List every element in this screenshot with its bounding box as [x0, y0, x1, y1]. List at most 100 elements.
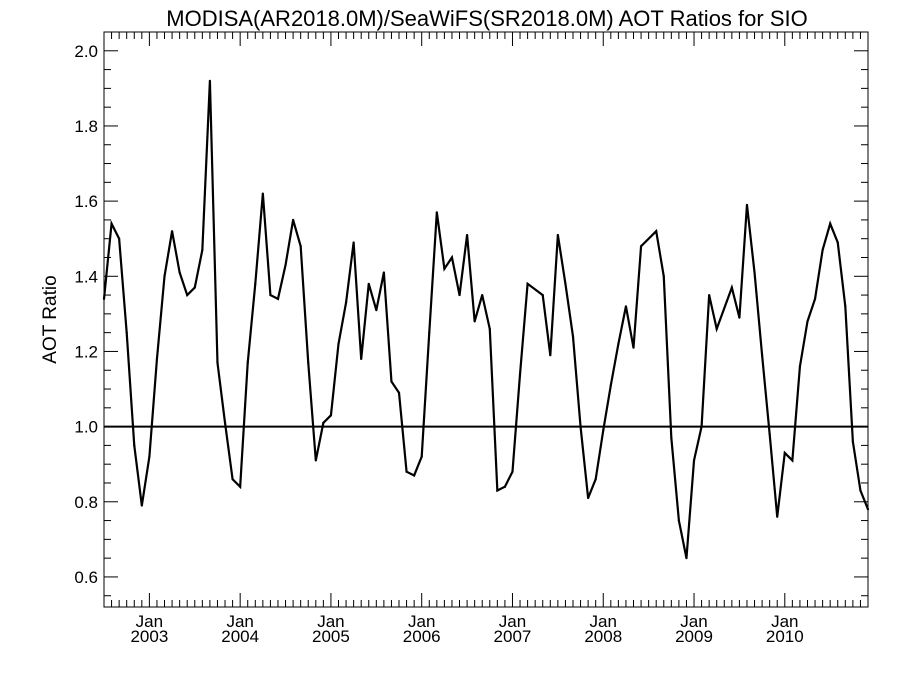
data-point [125, 331, 128, 334]
data-point [639, 245, 643, 248]
x-tick-month-label: Jan [136, 612, 163, 631]
data-point [587, 496, 590, 500]
data-point [450, 256, 454, 259]
y-tick-label: 1.4 [74, 267, 98, 286]
data-point [496, 489, 499, 492]
y-tick-label: 1.0 [74, 418, 98, 437]
x-tick-year-label: 2004 [221, 627, 259, 646]
data-point [208, 79, 212, 82]
y-tick-label: 2.0 [74, 42, 98, 61]
data-point [314, 459, 317, 462]
y-tick-label: 1.6 [74, 192, 98, 211]
chart-title: MODISA(AR2018.0M)/SeaWiFS(SR2018.0M) AOT… [166, 6, 807, 31]
data-point [329, 414, 333, 417]
data-point [110, 222, 113, 225]
data-point [163, 275, 166, 278]
data-point [178, 271, 181, 274]
data-point [261, 192, 264, 195]
data-point [337, 342, 340, 346]
x-tick-month-label: Jan [590, 612, 617, 631]
y-tick-label: 0.8 [74, 493, 98, 512]
data-point [299, 245, 302, 248]
data-point [745, 203, 749, 206]
data-point [844, 305, 847, 308]
series-layer [102, 79, 870, 560]
data-point [708, 293, 711, 297]
data-point [791, 459, 794, 462]
data-point [413, 474, 416, 477]
data-point [783, 451, 786, 455]
data-point [390, 380, 393, 383]
data-point [571, 335, 575, 338]
data-point [730, 286, 733, 289]
data-point [541, 293, 544, 297]
data-point [617, 342, 620, 346]
data-point [405, 470, 408, 473]
data-point [655, 230, 658, 233]
x-tick-year-label: 2005 [312, 627, 350, 646]
data-point [292, 218, 295, 222]
x-tick-year-label: 2010 [766, 627, 804, 646]
data-point [602, 429, 605, 432]
data-point [670, 436, 673, 439]
plot-frame [103, 31, 869, 608]
data-point [420, 455, 423, 458]
data-point [216, 361, 219, 364]
data-point [851, 440, 854, 443]
data-point [503, 485, 507, 488]
data-point [594, 478, 597, 481]
data-point [133, 444, 136, 447]
data-point [352, 241, 355, 244]
data-point [443, 267, 446, 270]
data-point [518, 372, 522, 376]
data-point [662, 275, 665, 278]
data-point [223, 421, 227, 424]
y-tick-label: 1.2 [74, 342, 98, 361]
data-point [246, 361, 249, 364]
data-point [344, 301, 348, 304]
y-tick-label: 1.8 [74, 117, 98, 136]
data-point [397, 391, 401, 394]
data-point [813, 297, 817, 300]
data-point [360, 357, 363, 361]
data-point [284, 263, 287, 267]
x-tick-month-label: Jan [680, 612, 707, 631]
data-point [511, 470, 514, 473]
data-point [579, 425, 582, 428]
data-point [760, 354, 764, 357]
data-point [798, 365, 802, 368]
data-point [624, 305, 628, 308]
data-point [186, 293, 189, 297]
data-point [556, 233, 559, 237]
data-point [526, 282, 529, 285]
x-tick-year-label: 2006 [403, 627, 441, 646]
data-point [276, 297, 280, 300]
data-point [859, 489, 862, 492]
data-point [193, 286, 196, 289]
x-tick-month-label: Jan [317, 612, 344, 631]
data-point [738, 316, 741, 319]
x-tick-month-label: Jan [499, 612, 526, 631]
data-point [609, 384, 612, 387]
data-point [269, 293, 272, 297]
data-point [473, 320, 476, 323]
x-tick-year-label: 2003 [130, 627, 168, 646]
x-tick-month-label: Jan [771, 612, 798, 631]
data-point [549, 354, 552, 357]
data-point [140, 504, 143, 507]
x-tick-month-label: Jan [408, 612, 435, 631]
data-point [239, 485, 242, 488]
data-point [753, 271, 756, 274]
data-point [375, 309, 378, 312]
x-tick-year-label: 2009 [675, 627, 713, 646]
data-point [866, 508, 870, 511]
x-tick-year-label: 2008 [584, 627, 622, 646]
data-point [231, 478, 234, 481]
data-point [836, 241, 839, 244]
data-point [685, 557, 688, 560]
data-point [367, 282, 370, 285]
x-tick-month-label: Jan [226, 612, 253, 631]
data-point [155, 357, 159, 361]
data-point [488, 327, 491, 330]
